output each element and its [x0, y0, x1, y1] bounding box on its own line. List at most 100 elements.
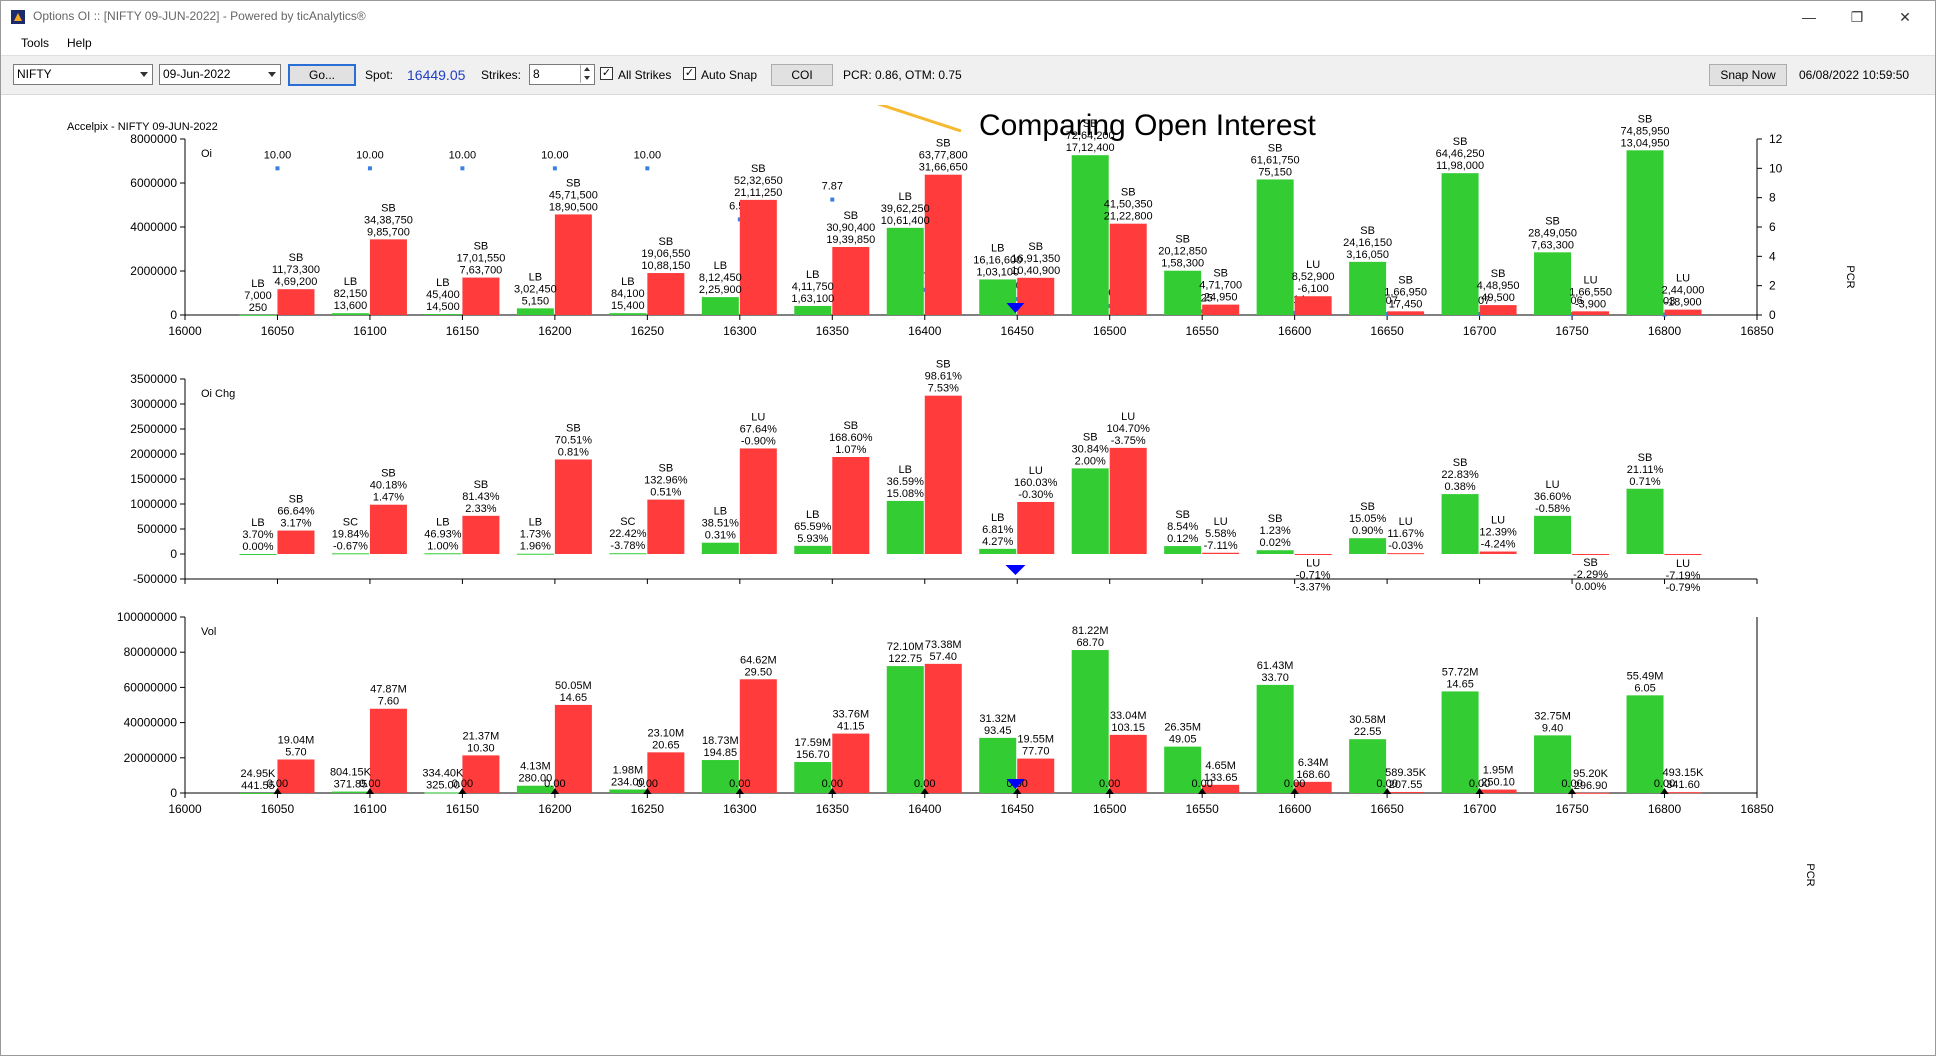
x-tick-label: 16000 [168, 324, 202, 338]
annotation-text: Comparing Open Interest [979, 109, 1316, 142]
stepper-down-icon[interactable] [580, 74, 594, 83]
put-buildup-label: LU [1306, 259, 1320, 271]
call-bar [516, 785, 554, 793]
put-volume-label: 589.35K [1385, 767, 1427, 779]
x-tick-label: 16650 [1370, 802, 1404, 816]
y2-tick-label: 12 [1769, 132, 1783, 146]
put-change-label: 49,500 [1481, 292, 1515, 304]
put-change-label: 1.07% [835, 444, 866, 456]
minimize-button[interactable]: — [1802, 9, 1816, 25]
call-bar [1164, 270, 1202, 315]
put-price-label: 41.15 [837, 721, 865, 733]
y-axis-label: Vol [201, 626, 216, 638]
put-price-label: 57.40 [929, 651, 957, 663]
put-bar [277, 289, 315, 315]
put-value-label: 5.58% [1205, 528, 1236, 540]
y-tick-label: 2000000 [130, 447, 177, 461]
expiry-select[interactable]: 09-Jun-2022 [159, 64, 281, 85]
call-change-label: 2,25,900 [699, 284, 742, 296]
all-strikes-checkbox[interactable]: ✓ [600, 67, 613, 80]
stepper-up-icon[interactable] [580, 65, 594, 74]
x-tick-label: 16150 [446, 324, 480, 338]
put-change-label: 0.81% [558, 446, 589, 458]
strikes-stepper[interactable]: 8 [529, 64, 595, 85]
put-volume-label: 4.65M [1205, 760, 1236, 772]
coi-button[interactable]: COI [771, 64, 833, 86]
call-buildup-label: LB [991, 512, 1004, 524]
put-change-label: -7.11% [1204, 540, 1238, 552]
snap-now-button[interactable]: Snap Now [1709, 64, 1787, 86]
pcr-point [367, 166, 372, 171]
auto-snap-checkbox[interactable]: ✓ [683, 67, 696, 80]
call-bar [1534, 515, 1572, 554]
pcr-label: 0.00 [1284, 778, 1305, 790]
put-volume-label: 64.62M [740, 654, 777, 666]
restore-button[interactable]: ❐ [1850, 9, 1864, 25]
y-tick-label: 2500000 [130, 422, 177, 436]
call-bar [1441, 173, 1479, 315]
call-bar [1349, 261, 1387, 315]
x-tick-label: 16350 [816, 802, 850, 816]
call-buildup-label: SC [343, 516, 358, 528]
y-tick-label: 60000000 [124, 680, 178, 694]
put-bar [462, 515, 500, 554]
put-bar [647, 752, 685, 793]
put-change-label: 7.53% [928, 383, 959, 395]
call-change-label: 15.08% [887, 488, 925, 500]
snapshot-timestamp: 06/08/2022 10:59:50 [1799, 68, 1910, 82]
put-value-label: 4,71,700 [1199, 280, 1242, 292]
put-price-label: 341.60 [1666, 779, 1700, 791]
call-change-label: 0.71% [1629, 476, 1660, 488]
chart-area: Accelpix - NIFTY 09-JUN-2022 0 2000000 4000… [11, 87, 1927, 1045]
put-bar [1109, 223, 1147, 315]
call-price-label: 14.65 [1446, 678, 1474, 690]
call-bar [609, 553, 647, 555]
menu-tools[interactable]: Tools [21, 36, 50, 50]
close-button[interactable]: ✕ [1899, 9, 1911, 25]
call-bar [609, 313, 647, 315]
put-volume-label: 33.04M [1110, 710, 1147, 722]
put-buildup-label: LU [1029, 465, 1043, 477]
call-price-label: 22.55 [1354, 726, 1382, 738]
put-volume-label: 6.34M [1298, 757, 1329, 769]
put-price-label: 103.15 [1111, 722, 1145, 734]
put-volume-label: 95.20K [1573, 768, 1609, 780]
put-value-label: 1,66,950 [1384, 286, 1427, 298]
call-value-label: 15.05% [1349, 513, 1387, 525]
call-volume-label: 31.32M [979, 713, 1016, 725]
call-value-label: 3,02,450 [514, 283, 557, 295]
symbol-select[interactable]: NIFTY [13, 64, 153, 85]
call-buildup-label: LB [806, 509, 819, 521]
put-price-label: 296.90 [1574, 780, 1608, 792]
put-bar [1479, 551, 1517, 554]
y-tick-label: 4000000 [130, 220, 177, 234]
put-buildup-label: LU [751, 411, 765, 423]
pcr-label: 0.00 [914, 778, 935, 790]
menu-bar: Tools Help [1, 33, 1935, 55]
put-change-label: 19,39,850 [826, 234, 875, 246]
y-tick-label: 6000000 [130, 176, 177, 190]
pcr-label: 0.00 [359, 778, 380, 790]
put-change-label: -3.37% [1296, 581, 1331, 593]
menu-help[interactable]: Help [67, 36, 92, 50]
go-button[interactable]: Go... [288, 64, 356, 86]
call-price-label: 234.00 [611, 777, 645, 789]
pcr-label: 10.00 [541, 149, 569, 161]
call-value-label: 8,12,450 [699, 272, 742, 284]
call-change-label: 0.38% [1444, 481, 1475, 493]
x-tick-label: 16700 [1463, 324, 1497, 338]
annotation-arrow [838, 89, 962, 133]
y-axis-label: Oi [201, 148, 212, 160]
put-change-label: -3,900 [1575, 298, 1606, 310]
put-value-label: 67.64% [740, 423, 778, 435]
call-value-label: 82,150 [334, 288, 368, 300]
pcr-point [275, 166, 280, 171]
put-bar [369, 239, 407, 315]
put-change-label: -0.90% [741, 435, 776, 447]
call-bar [424, 314, 462, 316]
window-title: Options OI :: [NIFTY 09-JUN-2022] - Powe… [33, 9, 366, 23]
call-volume-label: 81.22M [1072, 625, 1109, 637]
call-price-label: 6.05 [1634, 682, 1655, 694]
put-buildup-label: SB [474, 479, 489, 491]
put-change-label: 17,450 [1389, 298, 1423, 310]
